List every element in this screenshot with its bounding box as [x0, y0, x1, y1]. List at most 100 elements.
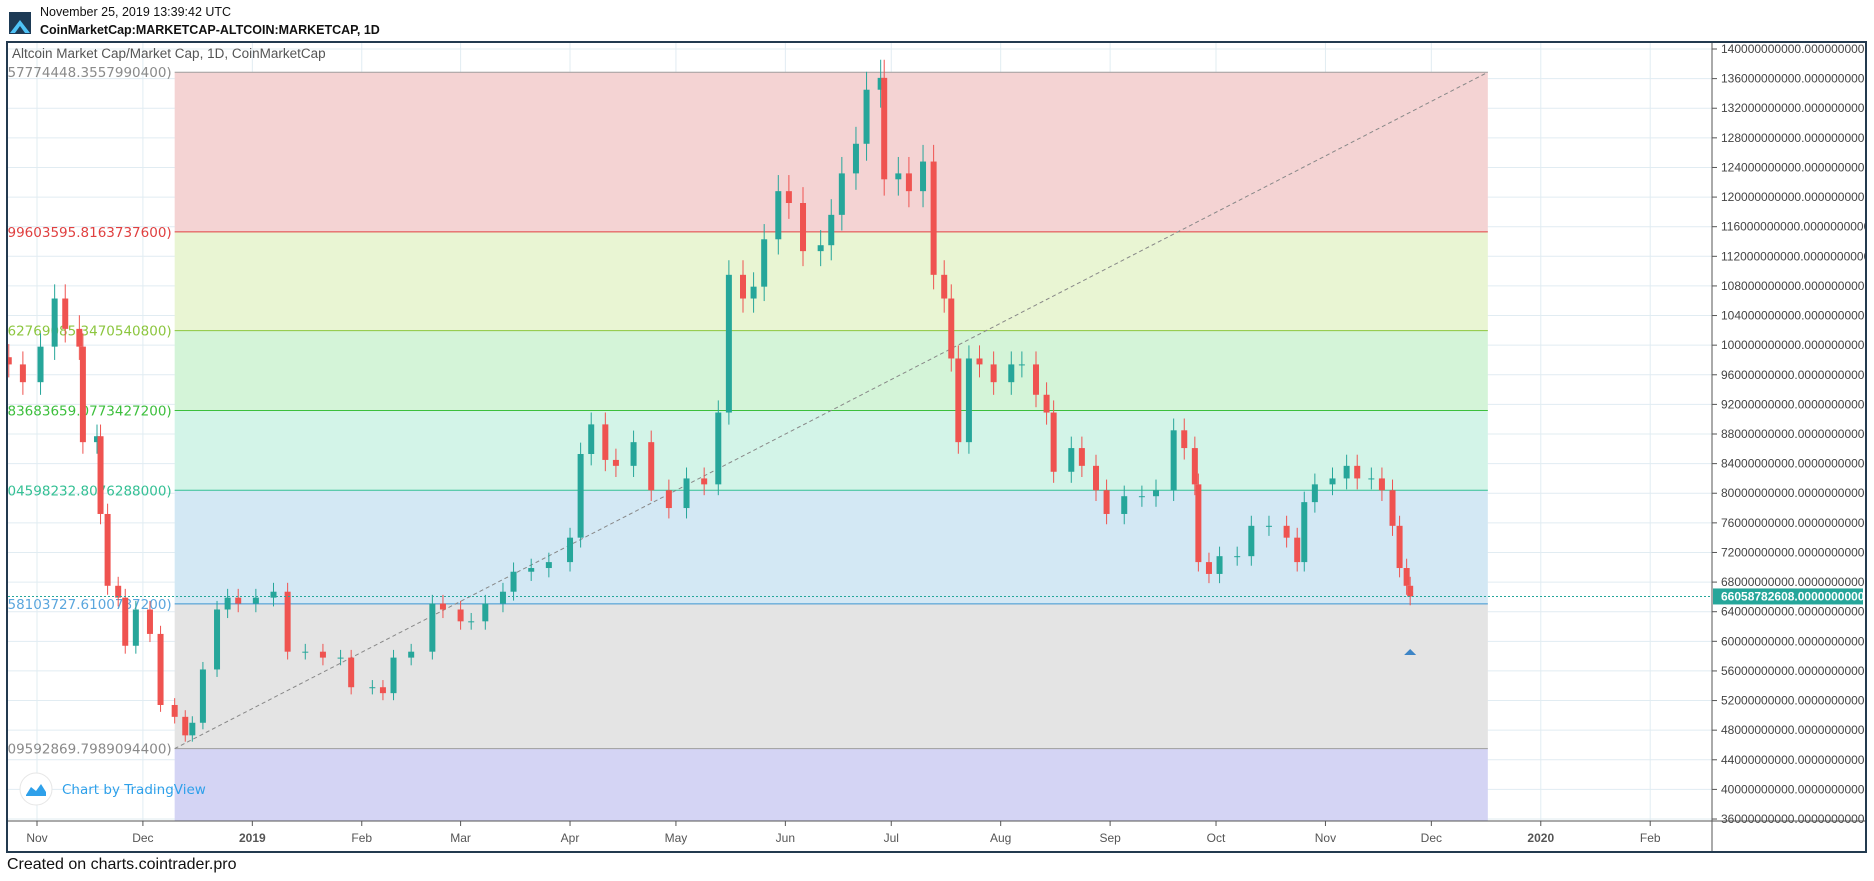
candle-body — [302, 651, 309, 653]
candle-body — [715, 412, 722, 485]
y-tick-label: 100000000000.0000000000 — [1721, 338, 1865, 352]
candle-body — [602, 424, 609, 460]
candle-body — [122, 597, 129, 646]
candle-body — [348, 657, 355, 688]
candle-body — [1354, 465, 1361, 479]
candle-body — [528, 568, 535, 572]
candle-body — [499, 591, 506, 604]
candlestick-chart[interactable]: 6857774448.3557990400) 5299603595.8163737… — [8, 43, 1865, 851]
candle — [189, 716, 196, 742]
candle — [1138, 485, 1145, 507]
footer-credit: Created on charts.cointrader.pro — [7, 856, 237, 873]
candle-body — [319, 651, 326, 658]
candle — [567, 527, 574, 572]
y-tick-label: 52000000000.0000000000 — [1721, 694, 1865, 708]
candle — [1368, 467, 1375, 490]
candle-body — [577, 453, 584, 538]
last-price-tag — [1713, 588, 1863, 605]
y-tick-label: 88000000000.0000000000 — [1721, 427, 1865, 441]
candle-body — [877, 77, 884, 90]
candle-body — [182, 716, 189, 736]
candle-body — [1283, 525, 1290, 538]
candle-body — [905, 173, 912, 192]
up-arrow-marker-icon — [1404, 649, 1417, 655]
candle — [881, 59, 888, 196]
x-tick-label: Apr — [561, 831, 580, 845]
candle-body — [1294, 537, 1301, 563]
fib-level-label: 0404598232.8076288000) — [8, 483, 172, 499]
candle — [302, 643, 309, 660]
tradingview-logo-bg — [19, 772, 53, 806]
candle-body — [1195, 484, 1202, 563]
y-tick-label: 48000000000.0000000000 — [1721, 723, 1865, 737]
candle-body — [955, 358, 962, 443]
candle — [1389, 479, 1396, 536]
candle-body — [800, 203, 807, 252]
candle — [1301, 491, 1308, 572]
y-tick-label: 120000000000.0000000000 — [1721, 190, 1865, 204]
candle — [895, 156, 902, 196]
candle-body — [683, 478, 690, 509]
candle-body — [1138, 496, 1145, 498]
candle-body — [648, 442, 655, 491]
candle — [715, 400, 722, 496]
y-tick-label: 116000000000.0000000000 — [1721, 220, 1865, 234]
tradingview-watermark[interactable]: Chart by TradingView — [62, 782, 206, 798]
candle — [429, 594, 436, 660]
candle-body — [750, 286, 757, 299]
candle — [1043, 382, 1050, 425]
candle-body — [1396, 525, 1403, 569]
y-tick-label: 84000000000.0000000000 — [1721, 457, 1865, 471]
candle — [510, 562, 517, 601]
chart-title: Altcoin Market Cap/Market Cap, 1D, CoinM… — [12, 46, 326, 61]
x-tick-label: Sep — [1099, 831, 1121, 845]
candle — [1068, 436, 1075, 483]
y-tick-label: 104000000000.0000000000 — [1721, 309, 1865, 323]
candle-body — [761, 239, 768, 287]
x-tick-label: 2020 — [1527, 831, 1554, 845]
candle — [76, 315, 83, 360]
candle-body — [369, 687, 376, 689]
tradingview-logo-icon — [26, 784, 46, 796]
candle — [1265, 515, 1272, 536]
candle-body — [588, 424, 595, 454]
candle-body — [817, 245, 824, 252]
fib-level-label: 6857774448.3557990400) — [8, 65, 172, 81]
candle-body — [965, 358, 972, 443]
candle-body — [379, 687, 386, 694]
candle-body — [838, 173, 845, 215]
candle — [905, 156, 912, 208]
chart-frame[interactable]: 6857774448.3557990400) 5299603595.8163737… — [6, 41, 1867, 853]
candle — [319, 643, 326, 666]
candle-body — [132, 609, 139, 646]
candle — [224, 588, 231, 619]
candle — [965, 345, 972, 454]
candle — [1078, 436, 1085, 478]
candle — [337, 649, 344, 666]
candle — [214, 600, 221, 677]
x-tick-label: Feb — [1640, 831, 1661, 845]
candle — [1093, 454, 1099, 501]
candle — [390, 649, 397, 701]
candle-body — [1329, 478, 1336, 485]
candle-body — [390, 657, 397, 694]
y-tick-label: 112000000000.0000000000 — [1721, 249, 1865, 263]
candle-body — [740, 274, 746, 299]
candle-body — [19, 364, 26, 383]
candle-body — [199, 669, 206, 723]
candle — [379, 680, 386, 701]
candle — [761, 224, 768, 302]
x-tick-label: Nov — [26, 831, 47, 845]
candle-body — [1181, 430, 1188, 449]
candle-body — [1032, 364, 1039, 395]
candle-body — [1378, 478, 1385, 491]
y-tick-label: 56000000000.0000000000 — [1721, 664, 1865, 678]
y-tick-label: 80000000000.0000000000 — [1721, 486, 1865, 500]
candle-body — [612, 459, 619, 466]
candle-body — [1389, 490, 1396, 526]
candle — [157, 625, 164, 712]
candle-body — [990, 364, 997, 383]
candle — [1121, 485, 1128, 525]
candle — [863, 71, 870, 161]
candle — [1294, 527, 1301, 572]
